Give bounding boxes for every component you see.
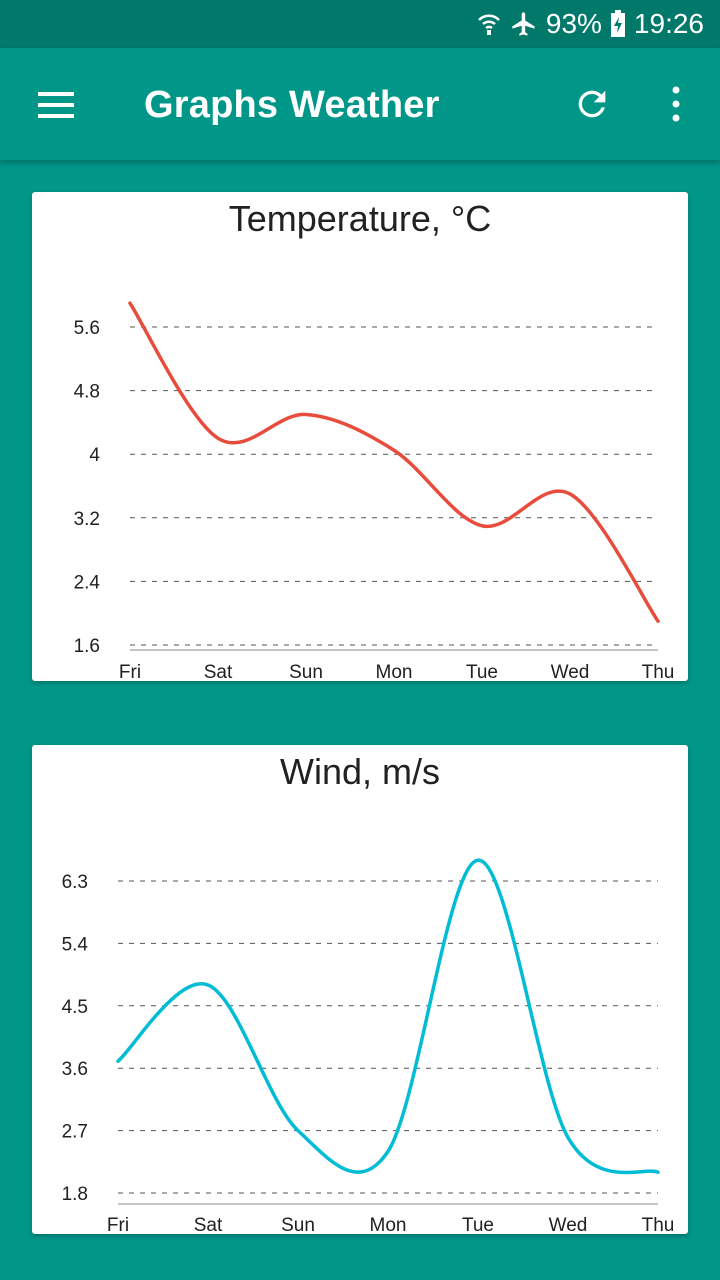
clock: 19:26 [633,8,704,39]
x-tick-label: Fri [107,1215,129,1234]
y-tick-label: 5.4 [62,934,89,955]
x-tick-label: Mon [376,662,413,681]
x-tick-label: Sat [194,1215,223,1234]
x-tick-label: Sun [281,1215,315,1234]
status-icons: 93% 19:26 [476,0,704,48]
y-tick-label: 6.3 [62,872,88,893]
series-line [116,858,660,1175]
y-tick-label: 3.6 [62,1059,88,1080]
wind-chart-card: Wind, m/s 6.3 5.4 4.5 3.6 2.7 1.8 Fri Sat Sun Mon… [32,745,688,1234]
y-tick-label: 4.5 [62,997,88,1018]
temperature-chart: 5.6 4.8 4 3.2 2.4 1.6 Fri Sat Sun Mon Tue Wed Thu [74,301,675,681]
x-tick-label: Tue [462,1215,494,1234]
wifi-icon [476,11,502,37]
y-tick-label: 1.8 [62,1184,88,1205]
app-bar: Graphs Weather [0,48,720,160]
y-tick-label: 2.4 [74,572,101,593]
refresh-icon[interactable] [572,84,612,124]
airplane-icon [510,10,538,38]
y-tick-label: 3.2 [74,509,100,530]
y-tick-label: 4 [89,445,100,466]
battery-charging-icon [610,10,626,38]
x-tick-label: Tue [466,662,498,681]
series-line [128,301,660,623]
chart-title: Wind, m/s [279,751,440,792]
y-tick-label: 1.6 [74,636,100,657]
menu-icon[interactable] [36,88,76,122]
page-title: Graphs Weather [144,84,440,126]
x-tick-label: Wed [549,1215,588,1234]
wind-chart: 6.3 5.4 4.5 3.6 2.7 1.8 Fri Sat Sun Mon Tue Wed Thu [62,858,675,1234]
x-tick-label: Wed [551,662,590,681]
y-tick-label: 2.7 [62,1122,88,1143]
x-tick-label: Mon [370,1215,407,1234]
y-tick-label: 5.6 [74,318,100,339]
x-tick-label: Sun [289,662,323,681]
y-tick-label: 4.8 [74,382,100,403]
temperature-chart-card: Temperature, °C 5.6 4.8 4 3.2 2.4 1.6 Fri Sat Su… [32,192,688,681]
chart-title: Temperature, °C [228,198,492,239]
battery-level: 93% [545,8,602,39]
x-tick-label: Fri [119,662,141,681]
status-bar: 93% 19:26 [0,0,720,48]
more-vert-icon[interactable] [664,84,688,124]
x-tick-label: Thu [642,1215,675,1234]
x-tick-label: Sat [204,662,233,681]
x-tick-label: Thu [642,662,675,681]
